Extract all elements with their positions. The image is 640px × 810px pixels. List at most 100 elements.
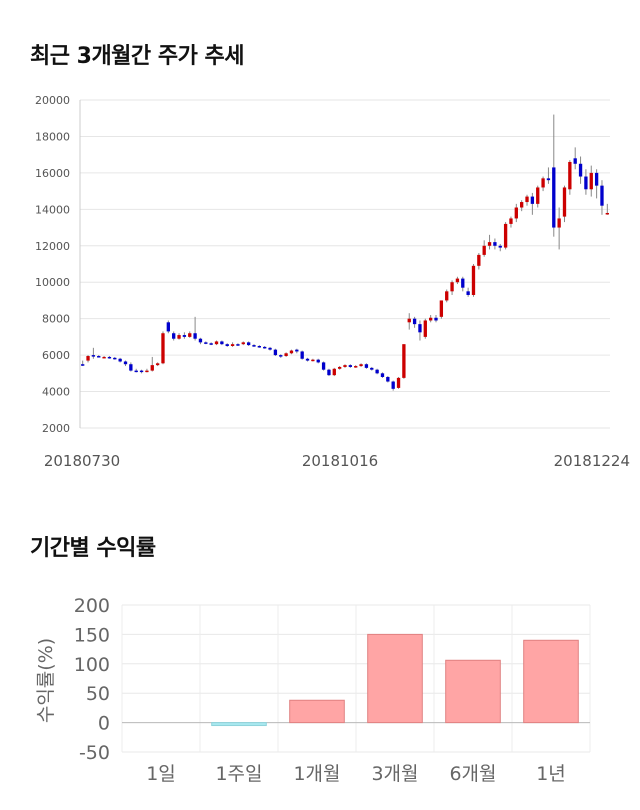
candle-body [498,245,502,248]
candle-body [246,342,251,346]
candle-body [418,324,422,333]
candle-body [182,335,187,337]
candle-body [316,359,320,363]
candle-body [594,172,599,186]
candle-body [337,366,342,369]
y-tick-label: 200 [74,595,110,617]
candle-body [236,344,240,346]
candle-body [466,291,470,295]
candle-body [81,364,85,366]
candle-body [134,370,138,373]
candle-body [284,353,288,357]
y-tick-label: 12000 [35,240,70,253]
candle-body [198,338,203,343]
y-tick-label: 14000 [35,203,70,216]
candle-body [471,265,476,295]
candle-body [552,167,556,228]
candle-body [172,333,176,339]
candle-body [546,178,551,181]
x-tick-label: 20180730 [44,452,120,470]
y-tick-label: 4000 [42,386,70,399]
x-tick-label: 1주일 [215,763,262,785]
candle-body [289,350,294,354]
candle-body [503,223,508,248]
candle-body [220,341,224,345]
candle-body [209,343,213,345]
x-tick-label: 1년 [536,763,566,785]
candle-body [305,358,310,361]
candle-body [107,356,112,359]
candle-body [230,344,235,346]
candle-body [578,163,583,177]
candle-body [455,278,460,283]
candle-body [343,365,347,367]
y-axis-label: 수익률(%) [35,638,57,723]
candle-body [279,355,283,357]
candle-body [439,300,444,317]
candle-body [600,185,604,206]
y-tick-label: 2000 [42,422,70,435]
candle-body [321,362,326,370]
candle-body [145,370,149,373]
price-candlestick-chart: 2000 4000 6000 8000 10000 12000 14000 16000 1800… [35,94,630,470]
x-tick-label: 1일 [146,763,176,785]
candle-body [311,359,315,362]
y-tick-label: 100 [74,654,110,676]
candle-body [520,202,524,208]
candle-body [391,381,395,389]
candle-body [348,365,353,367]
candle-body [412,318,417,325]
candle-body [123,361,128,365]
y-tick-label: 8000 [42,313,70,326]
candle-body [514,207,518,219]
candle-body [584,176,588,190]
candle-body [375,369,379,374]
candle-body [252,345,256,347]
candle-body [263,346,267,349]
candle-body [461,278,465,288]
candle-body [129,364,133,371]
candle-body [562,187,567,217]
candle-body [268,347,272,350]
x-tick-label: 20181016 [302,452,378,470]
candle-body [225,344,229,346]
candle-body [327,369,331,376]
y-tick-label: 10000 [35,276,70,289]
candle-body [102,356,106,359]
candle-body [273,349,278,356]
candle-body [139,370,144,373]
y-tick-label: 50 [86,683,110,705]
candle-body [380,373,385,377]
candle-body [482,245,486,255]
candle-body [188,333,192,337]
candle-body [605,212,609,215]
candle-body [155,363,160,366]
candle-body [557,218,561,228]
candle-body [541,178,545,188]
return-bar [289,699,345,724]
candle-body [214,341,219,345]
candle-body [177,335,181,339]
candle-body [354,366,358,368]
candle-body [509,218,513,224]
candle-body [530,196,535,204]
candle-body [332,368,336,376]
y-tick-label: 16000 [35,167,70,180]
candle-body [150,365,154,371]
returns-section-title: 기간별 수익률 [30,536,156,561]
candle-body [493,242,497,246]
candle-body [97,356,101,358]
y-tick-label: 0 [98,713,110,735]
return-bar [445,659,501,724]
y-tick-label: 20000 [35,94,70,107]
candle-body [370,367,374,370]
candle-body [193,333,197,339]
candle-body [91,355,96,357]
candle-body [589,172,593,190]
candle-body [241,342,245,345]
y-tick-label: 18000 [35,130,70,143]
y-tick-label: 6000 [42,349,70,362]
candle-body [573,158,577,164]
candle-body [487,242,492,246]
candle-body [166,322,170,332]
